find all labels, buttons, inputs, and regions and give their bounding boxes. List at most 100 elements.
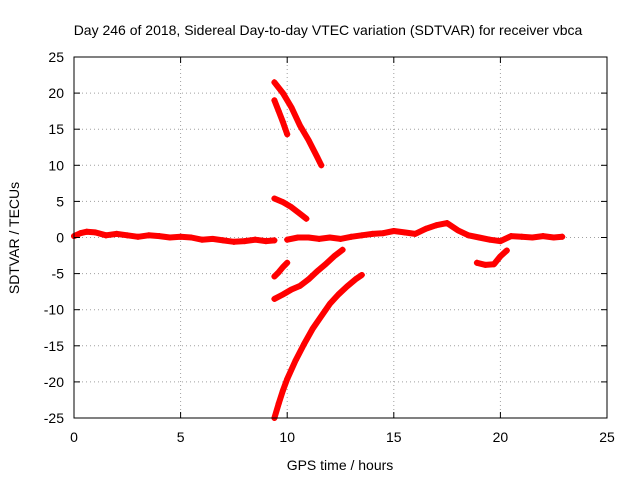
data-point [83, 228, 90, 235]
series-baseline [71, 228, 278, 245]
data-series [71, 79, 566, 421]
y-tick-label: -5 [52, 266, 65, 282]
y-tick-label: -25 [44, 410, 64, 426]
data-point [275, 269, 282, 276]
data-point [284, 259, 291, 266]
data-point [102, 232, 109, 239]
data-point [412, 230, 419, 237]
data-point [529, 234, 536, 241]
data-point [482, 261, 489, 268]
data-point [279, 264, 286, 271]
data-point [401, 229, 408, 236]
data-point [271, 195, 278, 202]
data-point [145, 232, 152, 239]
data-point [497, 238, 504, 245]
x-tick-label: 15 [386, 429, 402, 445]
data-point [433, 222, 440, 229]
data-point [288, 286, 295, 293]
data-point [486, 236, 493, 243]
data-point [252, 236, 259, 243]
data-point [288, 204, 295, 211]
data-point [303, 215, 310, 222]
x-tick-label: 25 [599, 429, 615, 445]
data-point [318, 313, 325, 320]
data-point [337, 235, 344, 242]
data-point [92, 229, 99, 236]
data-point [343, 283, 350, 290]
data-point [335, 291, 342, 298]
data-point [113, 230, 120, 237]
data-point [134, 233, 141, 240]
data-point [559, 233, 566, 240]
data-point [316, 235, 323, 242]
data-point [275, 400, 282, 407]
data-point [550, 234, 557, 241]
series-arc [271, 259, 291, 280]
data-point [497, 253, 504, 260]
ticks [73, 56, 608, 419]
x-tick-label: 0 [70, 429, 78, 445]
data-point [305, 137, 312, 144]
data-point [296, 282, 303, 289]
data-point [279, 199, 286, 206]
data-point [198, 236, 205, 243]
data-point [284, 376, 291, 383]
data-point [77, 230, 84, 237]
data-point [209, 235, 216, 242]
data-point [318, 162, 325, 169]
y-tick-label: -10 [44, 302, 64, 318]
data-point [540, 233, 547, 240]
data-point [301, 340, 308, 347]
data-point [241, 238, 248, 245]
data-point [292, 357, 299, 364]
data-point [284, 236, 291, 243]
data-point [331, 253, 338, 260]
data-point [454, 227, 461, 234]
data-point [262, 238, 269, 245]
data-point [156, 233, 163, 240]
y-tick-label: 10 [48, 157, 64, 173]
data-point [284, 131, 291, 138]
data-point [314, 268, 321, 275]
y-tick-label: 5 [56, 193, 64, 209]
data-point [518, 233, 525, 240]
data-point [271, 97, 278, 104]
y-tick-label: 20 [48, 85, 64, 101]
data-point [326, 300, 333, 307]
data-point [508, 233, 515, 240]
data-point [177, 233, 184, 240]
data-point [358, 232, 365, 239]
data-point [339, 246, 346, 253]
data-point [279, 118, 286, 125]
series-trace [271, 97, 291, 138]
series-baseline [284, 220, 566, 245]
data-point [271, 237, 278, 244]
data-point [296, 122, 303, 129]
data-point [476, 234, 483, 241]
y-tick-label: 0 [56, 230, 64, 246]
data-point [305, 276, 312, 283]
data-point [296, 210, 303, 217]
data-point [348, 233, 355, 240]
data-point [473, 259, 480, 266]
data-point [390, 228, 397, 235]
x-tick-label: 5 [177, 429, 185, 445]
data-point [230, 238, 237, 245]
data-point [271, 295, 278, 302]
data-point [166, 234, 173, 241]
data-point [491, 261, 498, 268]
series-arc [271, 97, 291, 138]
y-tick-label: 15 [48, 121, 64, 137]
x-tick-label: 10 [279, 429, 295, 445]
data-point [352, 276, 359, 283]
y-tick-label: -20 [44, 374, 64, 390]
data-point [465, 232, 472, 239]
data-point [380, 230, 387, 237]
data-point [271, 79, 278, 86]
data-point [305, 234, 312, 241]
series-dip [473, 247, 510, 268]
data-point [288, 104, 295, 111]
data-point [326, 234, 333, 241]
data-point [275, 108, 282, 115]
